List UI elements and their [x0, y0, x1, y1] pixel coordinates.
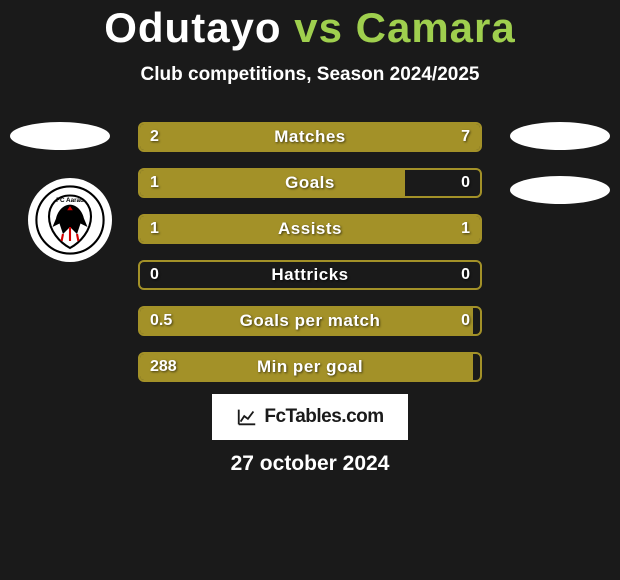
stat-value-left: 288: [150, 358, 177, 376]
stat-value-right: 7: [461, 128, 470, 146]
stat-value-right: 0: [461, 312, 470, 330]
chart-icon: [236, 406, 258, 428]
stat-label: Goals: [285, 173, 335, 193]
stat-label: Min per goal: [257, 357, 363, 377]
stat-fill-left: [140, 170, 405, 196]
stat-row: 2 7 Matches: [138, 122, 482, 152]
stat-row: 0.5 0 Goals per match: [138, 306, 482, 336]
player2-badge-placeholder-1: [510, 122, 610, 150]
watermark-text: FcTables.com: [264, 406, 383, 428]
stat-label: Hattricks: [271, 265, 348, 285]
watermark: FcTables.com: [212, 394, 408, 440]
player1-name: Odutayo: [104, 4, 281, 51]
stat-value-right: 0: [461, 266, 470, 284]
stat-value-left: 1: [150, 174, 159, 192]
stat-row: 0 0 Hattricks: [138, 260, 482, 290]
stat-value-left: 0.5: [150, 312, 172, 330]
comparison-title: Odutayo vs Camara: [0, 0, 620, 52]
player2-badge-placeholder-2: [510, 176, 610, 204]
stat-value-right: 0: [461, 174, 470, 192]
stat-bars-container: 27Matches10Goals11Assists00Hattricks0.50…: [138, 122, 482, 398]
subtitle: Club competitions, Season 2024/2025: [0, 64, 620, 86]
infographic-date: 27 october 2024: [231, 452, 390, 476]
player2-name: Camara: [356, 4, 516, 51]
stat-row: 1 0 Goals: [138, 168, 482, 198]
stat-value-left: 2: [150, 128, 159, 146]
club-crest-icon: FC Aarau: [35, 185, 105, 255]
stat-value-right: 1: [461, 220, 470, 238]
stat-value-left: 1: [150, 220, 159, 238]
svg-text:FC Aarau: FC Aarau: [56, 197, 84, 204]
vs-text: vs: [294, 4, 343, 51]
player1-club-logo: FC Aarau: [28, 178, 112, 262]
player1-badge-placeholder: [10, 122, 110, 150]
stat-row: 1 1 Assists: [138, 214, 482, 244]
stat-fill-right: [215, 124, 480, 150]
stat-label: Assists: [278, 219, 342, 239]
stat-row: 288 Min per goal: [138, 352, 482, 382]
stat-label: Goals per match: [240, 311, 381, 331]
stat-label: Matches: [274, 127, 346, 147]
stat-value-left: 0: [150, 266, 159, 284]
